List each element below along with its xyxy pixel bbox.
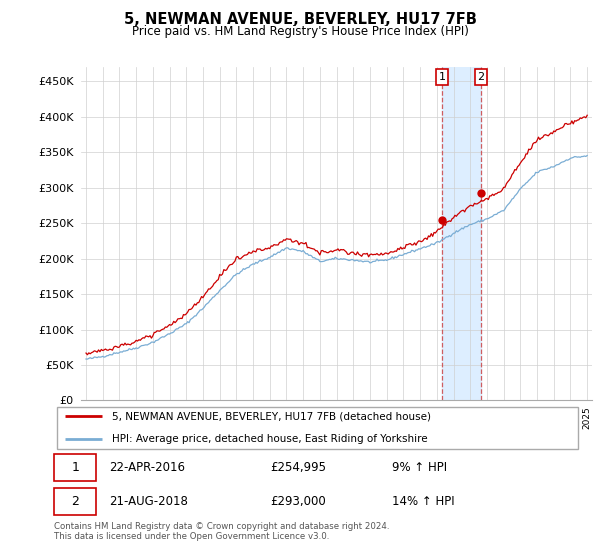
Text: 2: 2 xyxy=(478,72,485,82)
Text: 1: 1 xyxy=(71,461,79,474)
FancyBboxPatch shape xyxy=(56,407,578,449)
Text: Contains HM Land Registry data © Crown copyright and database right 2024.
This d: Contains HM Land Registry data © Crown c… xyxy=(54,522,389,542)
Text: 21-AUG-2018: 21-AUG-2018 xyxy=(109,494,188,508)
Text: 5, NEWMAN AVENUE, BEVERLEY, HU17 7FB: 5, NEWMAN AVENUE, BEVERLEY, HU17 7FB xyxy=(124,12,476,27)
Bar xyxy=(442,67,481,400)
Text: HPI: Average price, detached house, East Riding of Yorkshire: HPI: Average price, detached house, East… xyxy=(112,435,428,444)
Text: £254,995: £254,995 xyxy=(271,461,326,474)
FancyBboxPatch shape xyxy=(54,488,96,515)
FancyBboxPatch shape xyxy=(54,454,96,481)
Text: 14% ↑ HPI: 14% ↑ HPI xyxy=(392,494,455,508)
Text: 2: 2 xyxy=(71,494,79,508)
Text: 22-APR-2016: 22-APR-2016 xyxy=(109,461,185,474)
Text: £293,000: £293,000 xyxy=(271,494,326,508)
Text: 9% ↑ HPI: 9% ↑ HPI xyxy=(392,461,447,474)
Text: Price paid vs. HM Land Registry's House Price Index (HPI): Price paid vs. HM Land Registry's House … xyxy=(131,25,469,38)
Text: 5, NEWMAN AVENUE, BEVERLEY, HU17 7FB (detached house): 5, NEWMAN AVENUE, BEVERLEY, HU17 7FB (de… xyxy=(112,412,431,421)
Text: 1: 1 xyxy=(439,72,446,82)
